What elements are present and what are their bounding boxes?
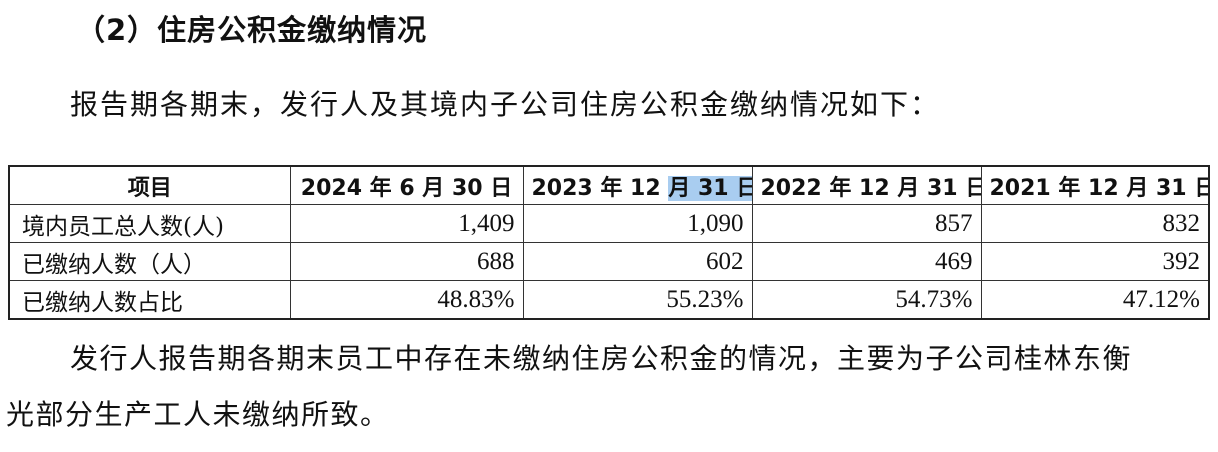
table-cell: 48.83% — [289, 280, 524, 320]
table-cell: 832 — [980, 204, 1210, 243]
table-cell: 469 — [751, 242, 982, 281]
table-cell: 55.23% — [522, 280, 753, 320]
explanation-line-2: 光部分生产工人未缴纳所致。 — [6, 398, 390, 431]
table-row: 境内员工总人数(人) 1,409 1,090 857 832 — [8, 204, 1210, 243]
housing-fund-table: 项目 2024 年 6 月 30 日 2023 年 12 月 31 日 2022… — [8, 165, 1210, 320]
header-2021-12-31: 2021 年 12 月 31 日 — [980, 165, 1210, 205]
table-header-row: 项目 2024 年 6 月 30 日 2023 年 12 月 31 日 2022… — [8, 165, 1210, 205]
table-cell: 54.73% — [751, 280, 982, 320]
selection-highlight: 月 31 日 — [668, 175, 751, 201]
header-item: 项目 — [8, 165, 291, 205]
row-label-paid-ratio: 已缴纳人数占比 — [8, 280, 291, 320]
table-cell: 47.12% — [980, 280, 1210, 320]
table-cell: 392 — [980, 242, 1210, 281]
intro-text: 报告期各期末，发行人及其境内子公司住房公积金缴纳情况如下： — [70, 88, 941, 121]
section-heading: （2）住房公积金缴纳情况 — [76, 13, 428, 47]
table-cell: 1,409 — [289, 204, 524, 243]
table-row: 已缴纳人数占比 48.83% 55.23% 54.73% 47.12% — [8, 280, 1210, 320]
header-2022-12-31: 2022 年 12 月 31 日 — [751, 165, 982, 205]
row-label-total-employees: 境内员工总人数(人) — [8, 204, 291, 243]
explanation-line-1: 发行人报告期各期末员工中存在未缴纳住房公积金的情况，主要为子公司桂林东衡 — [70, 342, 1133, 375]
row-label-paid-count: 已缴纳人数（人） — [8, 242, 291, 281]
table-row: 已缴纳人数（人） 688 602 469 392 — [8, 242, 1210, 281]
header-2023-12-31: 2023 年 12 月 31 日 — [522, 165, 753, 205]
table-cell: 1,090 — [522, 204, 753, 243]
table-cell: 602 — [522, 242, 753, 281]
header-2023-part1: 2023 年 12 — [531, 175, 669, 201]
header-2024-06-30: 2024 年 6 月 30 日 — [289, 165, 524, 205]
table-cell: 857 — [751, 204, 982, 243]
table-cell: 688 — [289, 242, 524, 281]
